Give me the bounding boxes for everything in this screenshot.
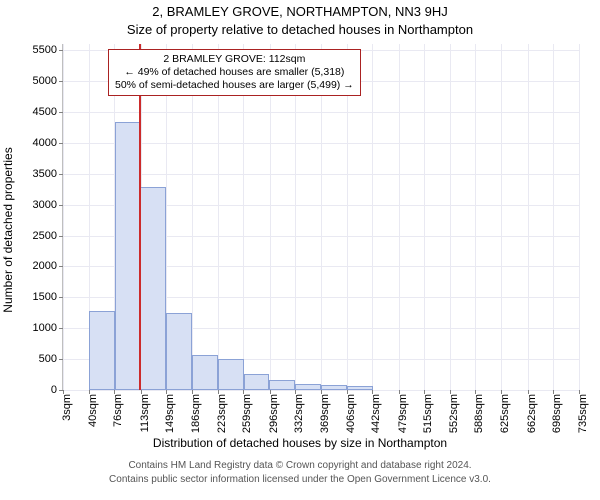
histogram-bar: [244, 374, 270, 390]
ytick-label: 5500: [33, 44, 57, 56]
histogram-bar: [115, 122, 141, 390]
ytick-label: 1500: [33, 291, 57, 303]
callout-box: 2 BRAMLEY GROVE: 112sqm← 49% of detached…: [108, 49, 361, 96]
callout-line-1: 2 BRAMLEY GROVE: 112sqm: [115, 53, 354, 66]
y-axis-label: Number of detached properties: [1, 147, 15, 312]
ytick-label: 4000: [33, 137, 57, 149]
xtick-label: 552sqm: [448, 394, 460, 433]
ytick-label: 4500: [33, 106, 57, 118]
gridline-vertical: [501, 44, 502, 390]
xtick-label: 76sqm: [112, 394, 124, 427]
callout-line-2: ← 49% of detached houses are smaller (5,…: [115, 66, 354, 79]
histogram-bar: [140, 187, 166, 390]
gridline-vertical: [579, 44, 580, 390]
histogram-bar: [218, 359, 244, 390]
xtick-label: 332sqm: [293, 394, 305, 433]
xtick-label: 223sqm: [216, 394, 228, 433]
xtick-label: 662sqm: [526, 394, 538, 433]
xtick-label: 259sqm: [241, 394, 253, 433]
xtick-label: 588sqm: [473, 394, 485, 433]
xtick-label: 406sqm: [345, 394, 357, 433]
gridline-vertical: [528, 44, 529, 390]
histogram-bar: [166, 313, 192, 390]
histogram-bar: [347, 386, 373, 390]
xtick-label: 186sqm: [190, 394, 202, 433]
gridline-vertical: [450, 44, 451, 390]
ytick-label: 3500: [33, 168, 57, 180]
xtick-label: 3sqm: [61, 394, 73, 421]
gridline-vertical: [553, 44, 554, 390]
histogram-bar: [269, 380, 295, 390]
footer-licence: Contains public sector information licen…: [0, 474, 600, 485]
xtick-label: 625sqm: [499, 394, 511, 433]
xtick-label: 479sqm: [397, 394, 409, 433]
callout-line-3: 50% of semi-detached houses are larger (…: [115, 79, 354, 92]
xtick-label: 515sqm: [422, 394, 434, 433]
ytick-label: 500: [39, 353, 57, 365]
xtick-label: 735sqm: [577, 394, 589, 433]
gridline-vertical: [424, 44, 425, 390]
histogram-bar: [89, 311, 115, 390]
ytick-label: 5000: [33, 75, 57, 87]
xtick-label: 698sqm: [551, 394, 563, 433]
histogram-bar: [192, 355, 218, 390]
xtick-label: 40sqm: [87, 394, 99, 427]
chart-supertitle: 2, BRAMLEY GROVE, NORTHAMPTON, NN3 9HJ: [0, 4, 600, 19]
xtick-label: 296sqm: [268, 394, 280, 433]
chart-title: Size of property relative to detached ho…: [0, 22, 600, 37]
gridline-vertical: [63, 44, 64, 390]
ytick-label: 1000: [33, 322, 57, 334]
ytick-label: 2000: [33, 260, 57, 272]
histogram-bar: [321, 385, 347, 390]
xtick-label: 369sqm: [319, 394, 331, 433]
xtick-label: 149sqm: [164, 394, 176, 433]
ytick-label: 0: [51, 384, 57, 396]
histogram-bar: [295, 384, 321, 390]
ytick-label: 2500: [33, 230, 57, 242]
ytick-label: 3000: [33, 199, 57, 211]
gridline-vertical: [399, 44, 400, 390]
gridline-vertical: [475, 44, 476, 390]
x-axis-label: Distribution of detached houses by size …: [0, 436, 600, 450]
plot-area: 0500100015002000250030003500400045005000…: [62, 44, 579, 391]
xtick-label: 442sqm: [370, 394, 382, 433]
gridline-vertical: [372, 44, 373, 390]
footer-copyright: Contains HM Land Registry data © Crown c…: [0, 460, 600, 471]
xtick-label: 113sqm: [139, 394, 151, 432]
